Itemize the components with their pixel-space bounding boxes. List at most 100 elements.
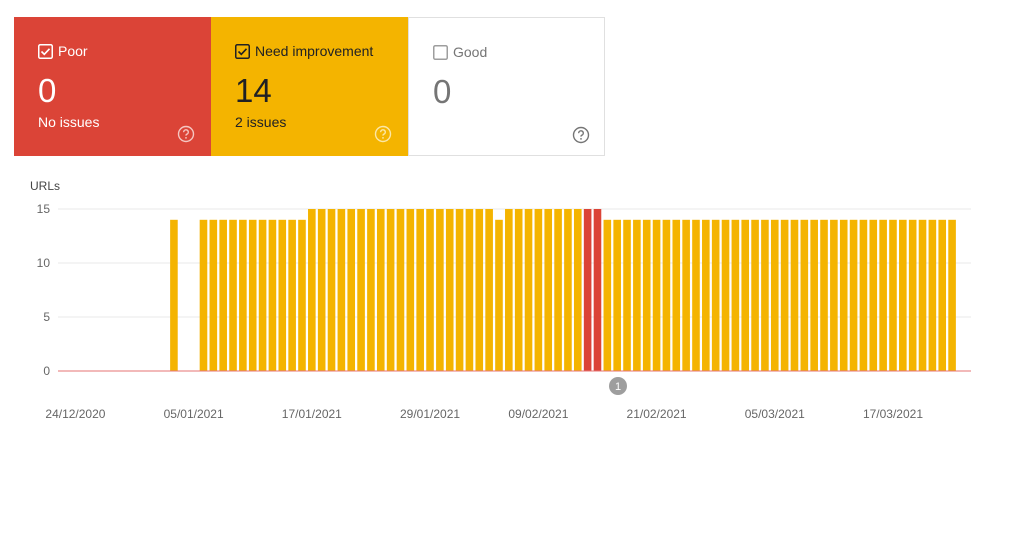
bar [436, 209, 444, 371]
bar [790, 219, 799, 371]
bar [662, 219, 671, 371]
x-tick-label: 24/12/2020 [45, 407, 105, 421]
bar [298, 219, 306, 371]
card-count: 14 [235, 72, 272, 109]
bar [761, 219, 769, 371]
x-tick-label: 09/02/2021 [508, 407, 568, 421]
card-count: 0 [433, 73, 452, 110]
bar [849, 219, 858, 371]
bar [554, 209, 562, 371]
bar [948, 219, 956, 371]
bar [721, 219, 730, 371]
bar [780, 219, 789, 371]
bar [219, 219, 227, 371]
bar [455, 209, 464, 371]
bar [258, 219, 267, 371]
bar [485, 209, 493, 371]
bar [465, 209, 474, 371]
checkbox[interactable] [235, 44, 250, 59]
metric-card[interactable]: Poor 0 No issues [14, 17, 211, 156]
bar [278, 219, 287, 371]
bar [652, 219, 661, 371]
bar [879, 219, 887, 371]
card-label: Need improvement [255, 43, 374, 59]
help-icon[interactable] [374, 125, 392, 143]
card-count: 0 [38, 72, 57, 109]
card-subtitle: 2 issues [235, 114, 287, 130]
bar [770, 219, 779, 371]
bar [505, 209, 513, 371]
help-icon[interactable] [177, 125, 195, 143]
bar [583, 209, 592, 371]
bar [702, 219, 710, 371]
checkbox[interactable] [433, 45, 448, 60]
bar [426, 209, 434, 371]
bar [268, 219, 277, 371]
bar [495, 219, 503, 371]
bar [524, 209, 533, 371]
x-tick-label: 21/02/2021 [627, 407, 687, 421]
bar [514, 209, 523, 371]
y-tick-label: 15 [37, 202, 51, 216]
bar [731, 219, 740, 371]
bar [859, 219, 868, 371]
bar [642, 219, 651, 371]
bar [248, 219, 257, 371]
bar [564, 209, 572, 371]
bar [288, 219, 296, 371]
metric-card[interactable]: Good 0 [408, 17, 605, 156]
x-tick-label: 17/03/2021 [863, 407, 923, 421]
bar [229, 219, 237, 371]
bar [682, 219, 690, 371]
bar [416, 209, 424, 371]
bar [239, 219, 247, 371]
bar [889, 219, 897, 371]
checkbox[interactable] [38, 44, 53, 59]
card-label: Good [453, 44, 488, 60]
card-subtitle: No issues [38, 114, 100, 130]
bar [918, 219, 927, 371]
bar [613, 219, 621, 371]
bar [711, 219, 720, 371]
y-tick-label: 5 [43, 310, 50, 324]
bar [475, 209, 484, 371]
bar [396, 209, 405, 371]
bar [209, 219, 218, 371]
annotation-marker[interactable] [609, 377, 627, 395]
bar [199, 219, 208, 371]
y-axis-label: URLs [30, 179, 60, 193]
x-tick-label: 05/01/2021 [164, 407, 224, 421]
bar [800, 219, 809, 371]
bar [672, 219, 681, 371]
bar [908, 219, 917, 371]
bar [741, 219, 750, 371]
bar [810, 219, 818, 371]
x-tick-label: 29/01/2021 [400, 407, 460, 421]
annotation-label[interactable]: 1 [615, 381, 621, 393]
bar [317, 209, 326, 371]
bar [928, 219, 937, 371]
bar [751, 219, 759, 371]
help-icon[interactable] [572, 126, 590, 144]
chart: URLs 0 5 10 15 24/12/2020 05/01/2021 17/01/202… [30, 179, 971, 421]
x-tick-label: 05/03/2021 [745, 407, 805, 421]
bar [308, 209, 316, 371]
bar [603, 219, 612, 371]
bar [830, 219, 838, 371]
bar [573, 209, 582, 371]
metric-card[interactable]: Need improvement 14 2 issues [211, 17, 408, 156]
bar [593, 209, 602, 371]
bar [170, 219, 178, 371]
bar [938, 219, 947, 371]
bar [337, 209, 346, 371]
bar [376, 209, 385, 371]
x-tick-label: 17/01/2021 [282, 407, 342, 421]
bar [445, 209, 454, 371]
bar [534, 209, 543, 371]
card-label: Poor [58, 43, 88, 59]
bar [623, 219, 631, 371]
bar [327, 209, 336, 371]
bar [357, 209, 365, 371]
y-tick-label: 0 [43, 364, 50, 378]
